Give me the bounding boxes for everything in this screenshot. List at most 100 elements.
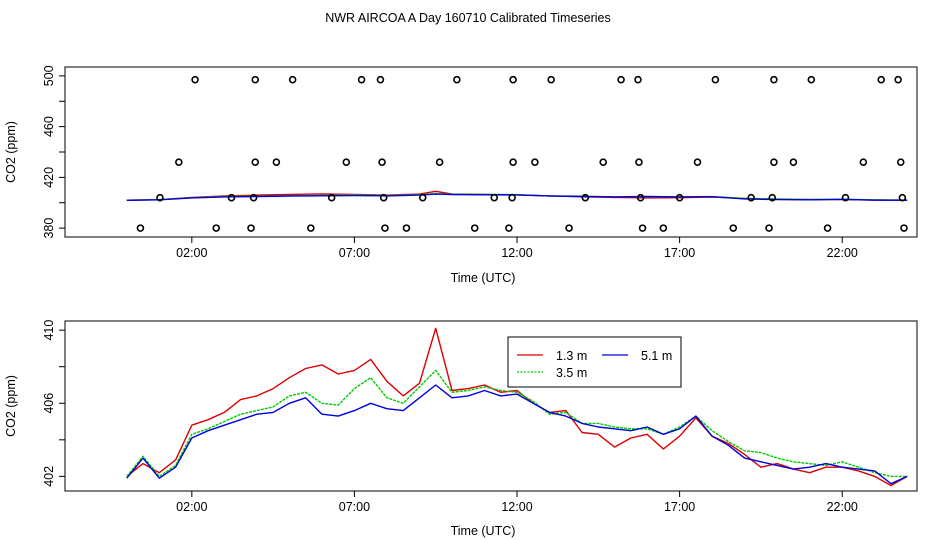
calibration-point [247,224,255,232]
calibration-point [768,193,777,202]
series-line-3-5-m-bottom [126,369,908,478]
co2-series-top [126,75,908,232]
x-tick-label-top: 17:00 [664,246,695,260]
calibration-point [509,158,517,166]
calibration-point [272,158,281,166]
calibration-point [509,75,517,84]
calibration-point [617,75,625,84]
calibration-point [547,75,555,84]
calibration-point [136,224,145,232]
y-tick-label-top: 500 [42,65,56,86]
calibration-point [841,193,850,202]
calibration-point [508,193,516,202]
x-tick-label-top: 07:00 [339,246,370,260]
calibration-point [675,193,684,202]
calibration-point [357,75,366,84]
calibration-point [900,224,908,232]
axes-top: 02:00 07:00 12:00 17:00 22:00 380 420 460 500 [42,65,858,260]
calibration-point [531,158,539,166]
calibration-point [896,158,905,166]
x-tick-label-bottom: 22:00 [827,500,858,514]
calibration-point [599,158,607,166]
calibration-point [418,193,427,202]
calibration-point [807,75,816,84]
co2-series-bottom [126,327,908,487]
calibration-point [402,224,411,232]
calibration-point [212,224,221,232]
timeseries-panel: 02:00 07:00 12:00 17:00 22:00 402 406 410 Time … [4,320,918,538]
legend-label-5-1m: 5.1 m [641,349,672,363]
y-axis-label-top: CO2 (ppm) [4,121,18,183]
plot-frame-top [64,66,918,238]
calibration-point [765,224,773,232]
calibration-point [659,224,668,232]
calibration-point [565,224,573,232]
calibration-point [789,158,798,166]
calibration-point [638,224,647,232]
series-line-5-1-m-bottom [126,384,908,485]
calibration-point [490,193,499,202]
calibration-point [859,158,868,166]
x-tick-label-bottom: 02:00 [176,500,207,514]
calibration-point [636,193,645,202]
calibration-point [435,158,444,166]
calibration-point [376,75,385,84]
y-axis-label-bottom: CO2 (ppm) [4,375,18,437]
x-tick-label-bottom: 17:00 [664,500,695,514]
x-tick-label-bottom: 07:00 [339,500,370,514]
x-tick-label-top: 22:00 [827,246,858,260]
x-tick-label-top: 02:00 [176,246,207,260]
calibration-point [288,75,297,84]
y-tick-label-top: 460 [42,116,56,137]
y-tick-label-bottom: 410 [42,320,56,341]
calibration-point [175,158,183,166]
calibration-point [227,193,236,202]
calibration-point [711,75,720,84]
calibration-point [770,75,778,84]
legend-box [507,336,682,388]
legend-label-1-3m: 1.3 m [556,349,587,363]
calibration-panel: 02:00 07:00 12:00 17:00 22:00 380 420 460 500 Ti… [4,65,918,285]
calibration-point [634,75,642,84]
calibration-point [581,193,590,202]
figure-title: NWR AIRCOA A Day 160710 Calibrated Times… [325,11,611,25]
y-tick-label-top: 380 [42,218,56,239]
x-tick-label-bottom: 12:00 [501,500,532,514]
calibration-point [894,75,902,84]
calibration-point [747,193,755,202]
calibration-point [249,193,258,202]
series-line-1-3-m-bottom [126,327,908,487]
y-tick-label-top: 420 [42,167,56,188]
x-tick-label-top: 12:00 [501,246,532,260]
calibration-point [251,158,260,166]
calibration-point [453,75,461,84]
calibration-point [379,193,388,202]
series-line-5-1-m-top [126,193,908,201]
calibration-point [635,158,643,166]
calibration-point [342,158,351,166]
calibration-point [823,224,832,232]
axes-bottom: 02:00 07:00 12:00 17:00 22:00 402 406 410 [42,320,858,514]
calibration-point [877,75,886,84]
legend-label-3-5m: 3.5 m [556,366,587,380]
plot-frame-bottom [64,320,918,492]
x-axis-label-bottom: Time (UTC) [451,524,516,538]
calibration-point [770,158,778,166]
y-tick-label-bottom: 402 [42,466,56,487]
legend: 1.3 m 5.1 m 3.5 m [507,336,682,388]
calibration-point [898,193,907,202]
x-axis-label-top: Time (UTC) [451,271,516,285]
calibration-point [156,193,164,202]
calibration-point [191,75,199,84]
calibration-point [378,158,386,166]
y-tick-label-bottom: 406 [42,393,56,414]
calibration-point [505,224,513,232]
calibration-point [381,224,389,232]
calibration-point [693,158,702,166]
calibration-point [307,224,315,232]
calibration-point [327,193,336,202]
calibration-point [729,224,738,232]
calibration-point [470,224,479,232]
calibration-point [251,75,260,84]
